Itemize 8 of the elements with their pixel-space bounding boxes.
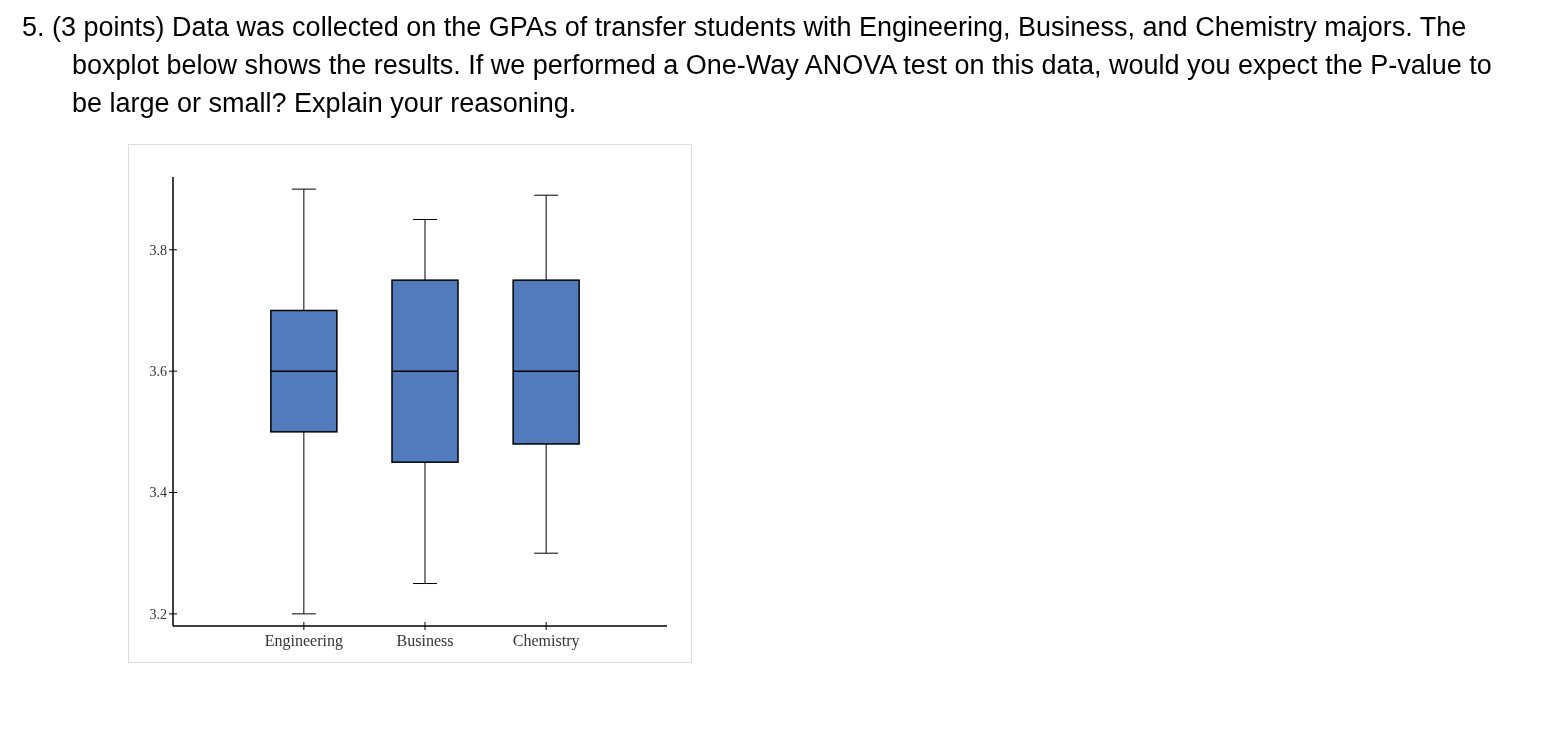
- y-tick-label: 3.2: [149, 606, 167, 622]
- x-tick-label: Engineering: [264, 632, 343, 650]
- text: 5. (3 points) Data was collected on the GPAs of transfer students with Engineering, Business, and Chemistry majors. The boxplot below shows the results. If we performed a One-Way ANOVA test on this data, would you expect the P-value to be large or small? Explain your reasoning.: [21, 11, 1492, 120]
- x-tick-label: Business: [396, 632, 454, 649]
- x-tick-label: Chemistry: [512, 632, 580, 650]
- y-tick-label: 3.6: [149, 364, 167, 380]
- y-tick-label: 3.8: [149, 242, 167, 258]
- y-tick-label: 3.4: [149, 485, 167, 501]
